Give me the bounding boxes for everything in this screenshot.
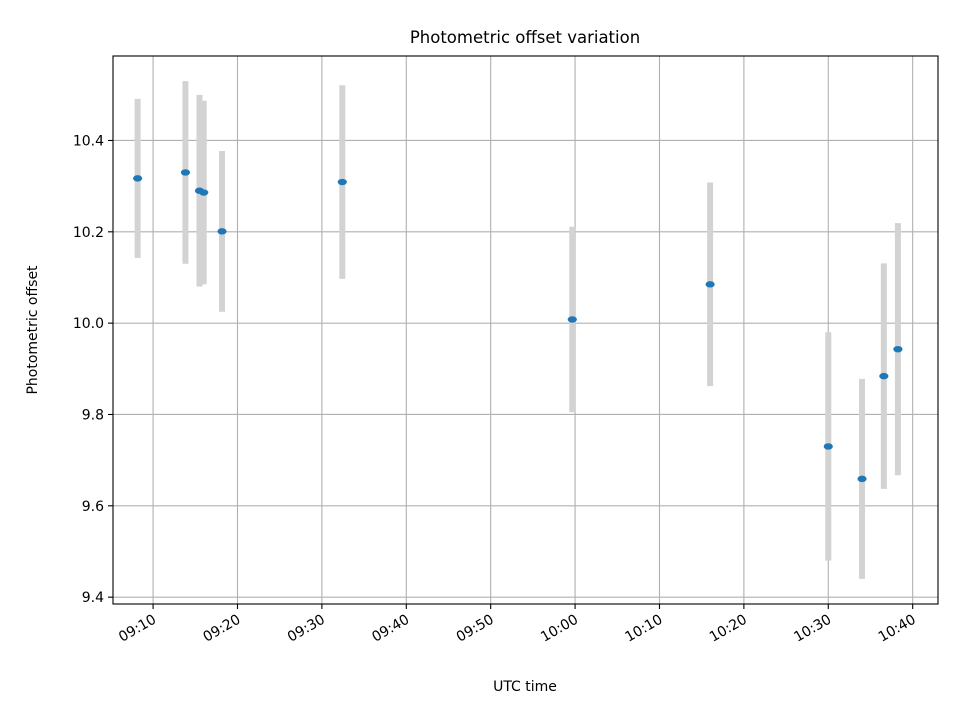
y-tick-label: 10.4 [73, 133, 104, 149]
data-point [217, 228, 227, 235]
grid-lines [113, 56, 938, 604]
error-bars [134, 81, 901, 579]
x-tick-label: 10:30 [791, 612, 834, 646]
x-tick-label: 10:20 [707, 612, 750, 646]
x-tick-label: 10:10 [623, 612, 666, 646]
y-tick-label: 9.8 [82, 407, 104, 423]
y-tick-label: 10.2 [73, 225, 104, 241]
y-tick-label: 9.6 [82, 499, 104, 515]
data-point [567, 316, 577, 323]
data-point [705, 281, 715, 288]
x-tick-label: 10:00 [538, 612, 581, 646]
plot-frame [112, 55, 939, 605]
data-point [857, 475, 867, 483]
x-tick-label: 10:40 [876, 612, 919, 646]
x-axis-label: UTC time [493, 679, 557, 695]
x-tick-label: 09:40 [369, 612, 412, 646]
x-tick-label: 09:20 [201, 612, 244, 646]
data-point [133, 175, 143, 182]
data-point [823, 443, 833, 450]
data-point [893, 345, 903, 353]
x-tick-label: 09:30 [285, 612, 328, 646]
y-tick-label: 10.0 [73, 316, 104, 332]
chart-title: Photometric offset variation [410, 28, 640, 47]
data-point [180, 169, 191, 176]
y-tick-label: 9.4 [82, 590, 104, 606]
x-tick-label: 09:50 [454, 612, 497, 646]
data-point [337, 178, 347, 186]
x-tick-label: 09:10 [116, 612, 159, 646]
data-point [199, 189, 209, 196]
data-points [133, 169, 903, 483]
data-point [879, 372, 889, 380]
y-axis-label: Photometric offset [25, 265, 41, 395]
